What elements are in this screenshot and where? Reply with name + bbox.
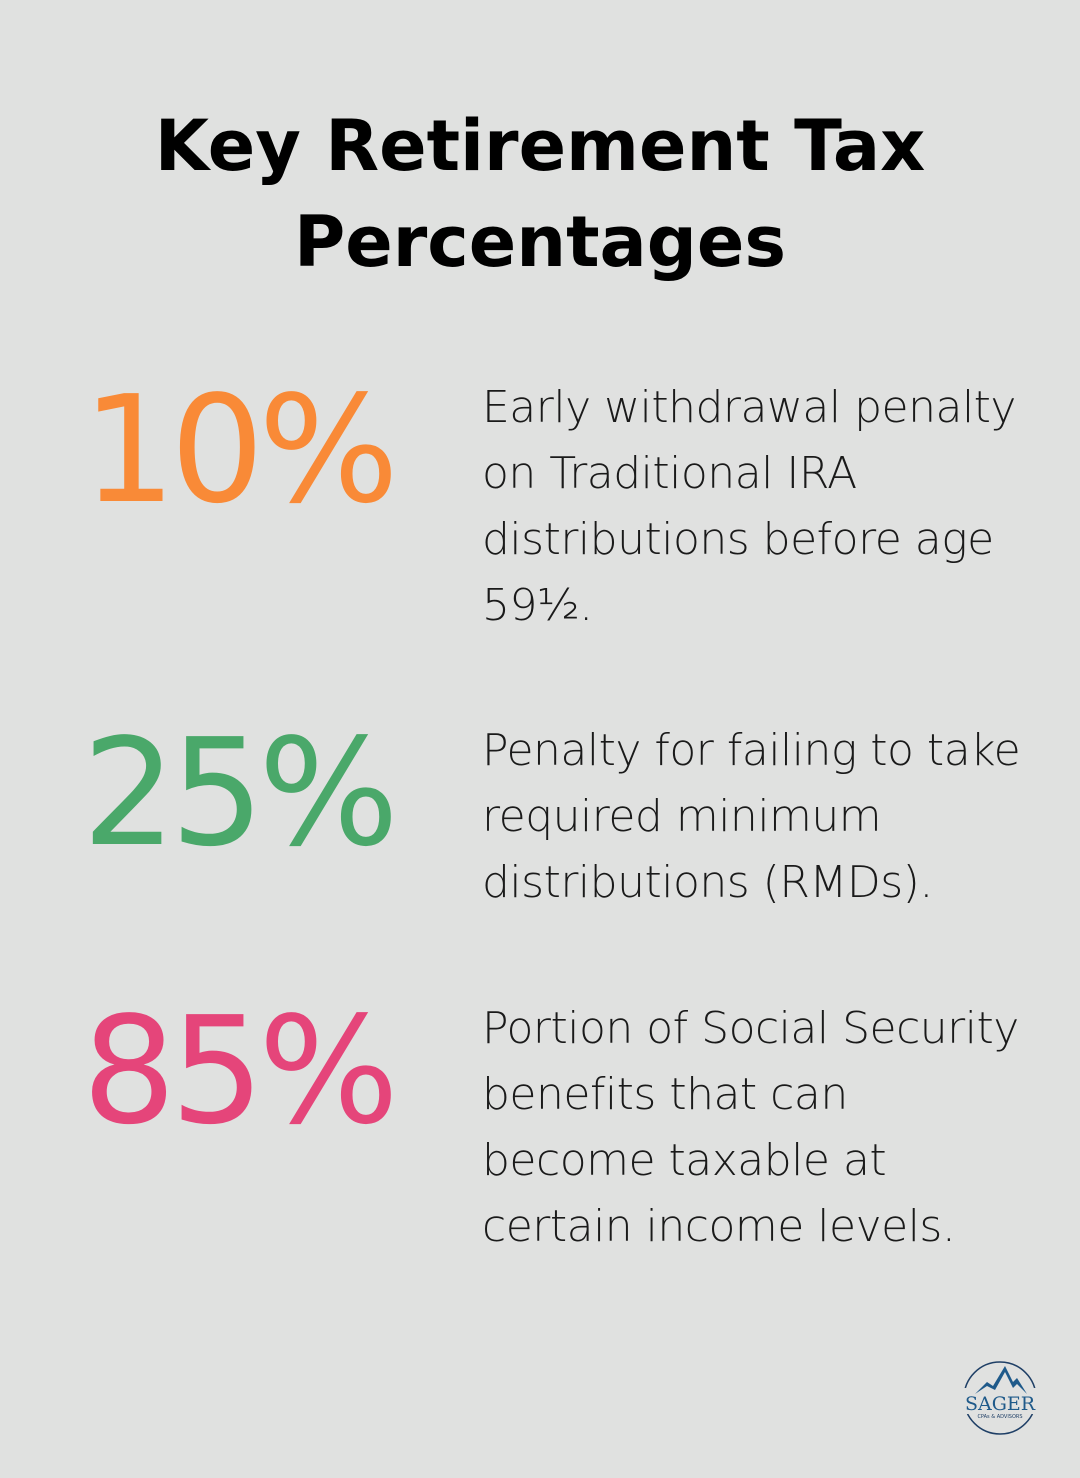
sager-logo: SAGER CPAs & ADVISORS [963,1361,1037,1435]
stat-description: Penalty for failing to take required min… [482,725,1021,908]
logo-name: SAGER [965,1393,1036,1415]
mountain-icon [975,1366,1027,1394]
logo-tagline: CPAs & ADVISORS [977,1414,1022,1420]
stat-value: 25% [82,707,399,879]
stat-description: Early withdrawal penalty on Traditional … [482,382,1016,631]
stat-value: 10% [82,364,399,536]
page-title: Key Retirement Tax Percentages [154,105,926,283]
stat-description: Portion of Social Security benefits that… [482,1003,1019,1252]
stat-value: 85% [82,985,399,1157]
